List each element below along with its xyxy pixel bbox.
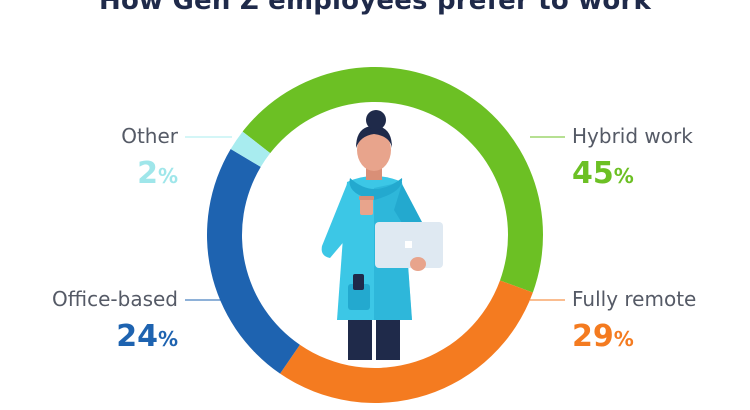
person-head [357,129,391,171]
coffee-cup-icon [360,198,373,215]
person-pocket [348,284,370,310]
slice-value-label: 2% [137,156,178,191]
person-hair-bun [366,110,386,130]
slice-office-based [206,148,300,374]
person-hair [356,126,392,148]
slice-hybrid-work [242,67,543,293]
slice-label: Office-based [52,287,178,311]
slice-labels: Hybrid work 45% Fully remote 29% Office-base… [52,124,696,354]
slice-label: Hybrid work [572,124,693,148]
slice-other [230,131,271,167]
person-scarf [349,178,403,200]
donut-slices [206,67,543,403]
laptop-logo [405,241,412,248]
phone-icon [353,274,364,290]
slice-fully-remote [280,280,533,403]
leader-lines [185,136,565,301]
person-right-hand [410,257,426,271]
person-left-arm [321,184,352,258]
person-illustration [321,110,443,360]
chart-title: How Gen Z employees prefer to work [98,0,651,16]
slice-label: Other [121,124,179,148]
slice-value-label: 45% [572,156,634,191]
slice-value-label: 29% [572,319,634,354]
coffee-cup-lid [359,196,374,200]
slice-label: Fully remote [572,287,696,311]
slice-value-label: 24% [116,319,178,354]
